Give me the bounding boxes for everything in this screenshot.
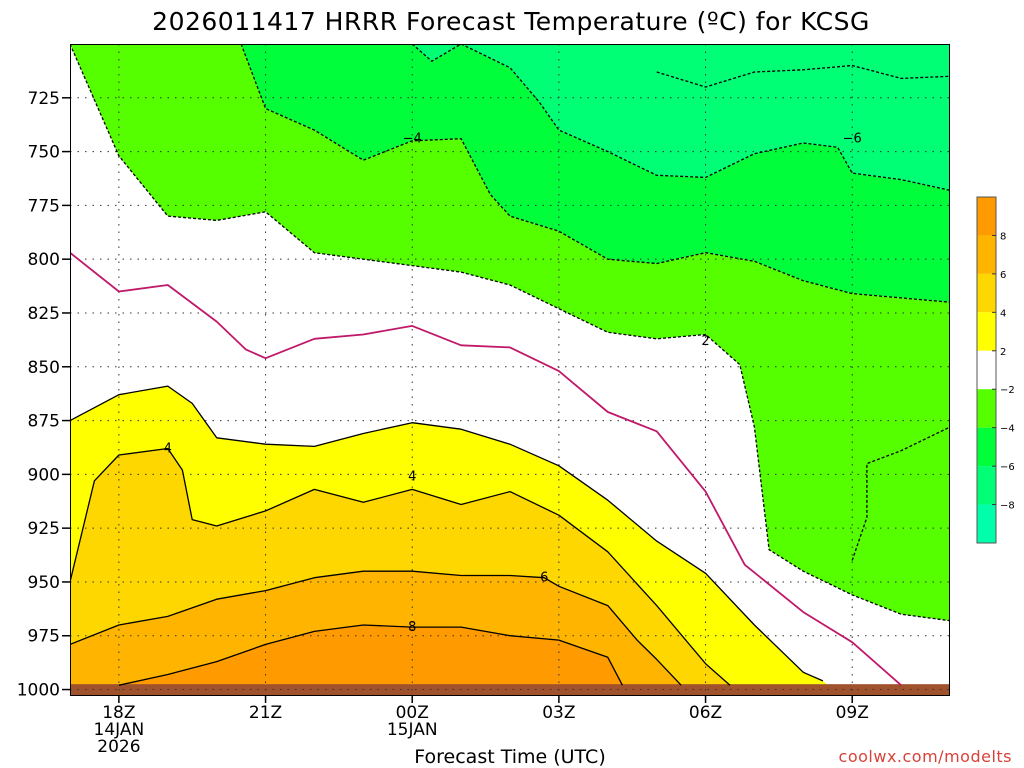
colorbar-label: −8: [1000, 501, 1015, 512]
band-minus-4-to-minus-2: [241, 44, 950, 303]
colorbar-label: 2: [1000, 347, 1006, 358]
y-tick-label: 875: [28, 412, 60, 432]
colorbar-swatch: [977, 197, 996, 236]
colorbar-frame: [976, 196, 997, 544]
ground-strip: [70, 684, 950, 696]
colorbar-swatch: [977, 427, 996, 467]
colorbar-swatch: [977, 235, 996, 274]
isotherm-line: [70, 44, 950, 622]
colorbar-swatch: [977, 504, 996, 543]
y-tick-label: 800: [28, 250, 60, 270]
isotherm-label: −4: [403, 132, 422, 147]
x-tick-label: 21Z: [249, 703, 282, 723]
isotherm-label: 8: [408, 620, 416, 635]
plot-area: 2 −4 −6 4 4 6 8: [70, 44, 950, 696]
x-tick-label: 06Z: [689, 703, 722, 723]
colorbar-label: −6: [1000, 462, 1015, 473]
colorbar-swatch: [977, 273, 996, 313]
isotherm-label: 6: [540, 571, 548, 586]
x-tick-label: 18Z: [102, 703, 135, 723]
y-tick-label: 1000: [17, 681, 60, 701]
band-minus-6-to-minus-4: [412, 44, 950, 191]
y-tick-label: 725: [28, 89, 60, 109]
chart-title: 2026011417 HRRR Forecast Temperature (ºC…: [152, 7, 870, 36]
isotherm-line: [851, 426, 950, 561]
colorbar-label: 4: [1000, 308, 1006, 319]
colorbar-swatch: [977, 466, 996, 505]
y-tick-label: 775: [28, 196, 60, 216]
colorbar: 8 6 4 2 −2 −4 −6 −8: [976, 196, 1015, 544]
x-tick-label: 14JAN: [94, 720, 145, 740]
isotherm-label: 4: [408, 470, 416, 485]
ground-layer: [70, 684, 950, 696]
x-tick-label: 15JAN: [387, 720, 438, 740]
y-tick-label: 750: [28, 143, 60, 163]
x-tick-label: 09Z: [836, 703, 869, 723]
colorbar-swatch: [977, 312, 996, 351]
isotherm-label: 4: [164, 442, 172, 457]
y-tick-label: 975: [28, 627, 60, 647]
y-tick-label: 825: [28, 304, 60, 324]
colorbar-label: −2: [1000, 385, 1015, 396]
band-warm-above-8: [118, 625, 628, 690]
isotherm-line: [656, 64, 950, 88]
band-minus-2-to-0: [70, 44, 950, 621]
isotherm-label: 2: [701, 334, 709, 349]
colorbar-label: 8: [1000, 231, 1006, 242]
isotherm-label: −6: [843, 132, 862, 147]
isotherm-line: [118, 624, 623, 686]
y-axis-ticks: 725 750 775 800 825 850 875 900 925 950 975 1000: [17, 89, 70, 701]
colorbar-label: −4: [1000, 424, 1015, 435]
isotherm-line: [70, 251, 902, 686]
isotherm-line: [411, 44, 950, 191]
isotherm-lines: [70, 44, 950, 686]
credit-text: coolwx.com/modelts: [839, 747, 1012, 766]
x-tick-label: 03Z: [542, 703, 575, 723]
temperature-bands: [70, 44, 950, 690]
colorbar-swatch: [977, 350, 996, 390]
isotherm-labels: 2 −4 −6 4 4 6 8: [164, 132, 862, 635]
x-tick-label: 00Z: [396, 703, 429, 723]
isotherm-line: [70, 570, 682, 686]
y-tick-label: 850: [28, 358, 60, 378]
isotherm-line: [70, 385, 824, 682]
y-tick-label: 950: [28, 573, 60, 593]
colorbar-swatch: [977, 389, 996, 428]
isotherm-line: [240, 44, 950, 303]
x-tick-label: 2026: [97, 737, 140, 757]
x-axis-label: Forecast Time (UTC): [414, 746, 605, 768]
y-tick-label: 900: [28, 465, 60, 485]
isotherm-line: [70, 447, 731, 686]
colorbar-label: 6: [1000, 270, 1006, 281]
y-tick-label: 925: [28, 519, 60, 539]
